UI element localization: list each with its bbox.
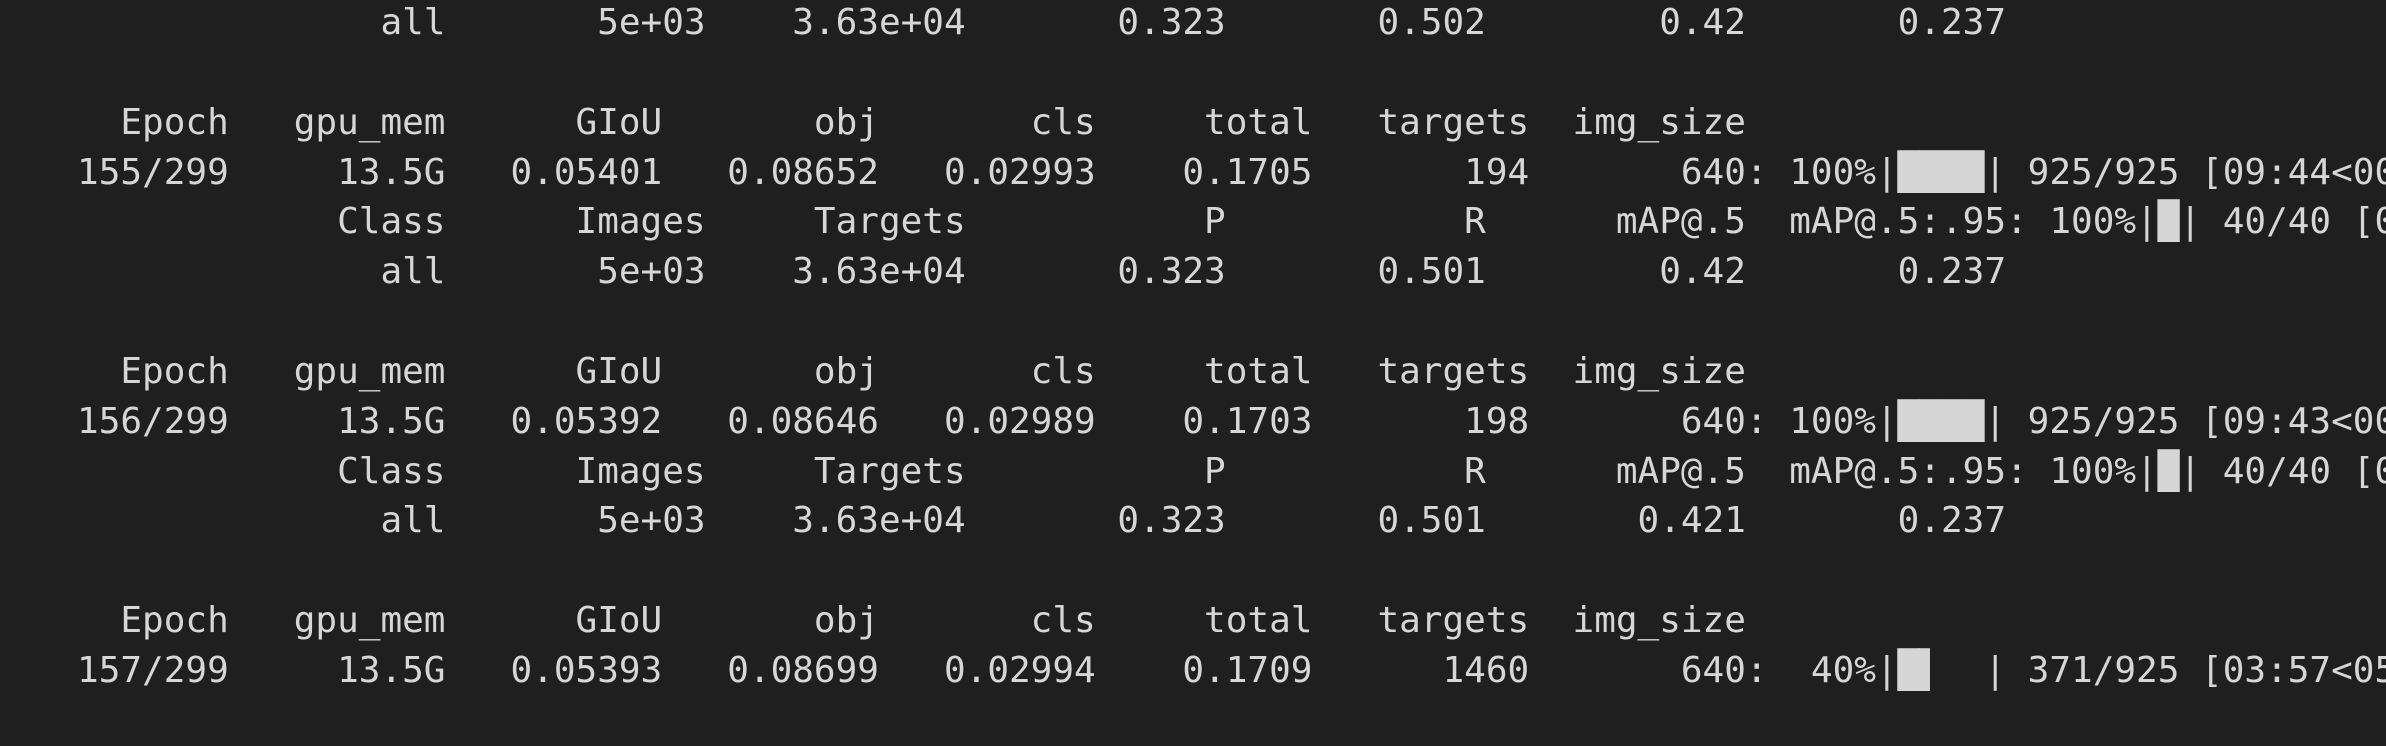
output-line: all 5e+03 3.63e+04 0.323 0.501 0.42 0.23… xyxy=(12,251,2006,293)
output-line: Epoch gpu_mem GIoU obj cls total targets… xyxy=(12,600,1746,642)
output-block: all 5e+03 3.63e+04 0.323 0.502 0.42 0.23… xyxy=(12,0,2386,48)
output-block: Epoch gpu_mem GIoU obj cls total targets… xyxy=(12,98,2386,297)
output-line: all 5e+03 3.63e+04 0.323 0.501 0.421 0.2… xyxy=(12,500,2006,542)
output-line: Epoch gpu_mem GIoU obj cls total targets… xyxy=(12,350,1746,392)
output-block: Epoch gpu_mem GIoU obj cls total targets… xyxy=(12,347,2386,546)
terminal-window: all 5e+03 3.63e+04 0.323 0.502 0.42 0.23… xyxy=(77,2,2386,691)
output-line: 157/299 13.5G 0.05393 0.08699 0.02994 0.… xyxy=(12,649,2386,691)
output-line: all 5e+03 3.63e+04 0.323 0.502 0.42 0.23… xyxy=(12,2,2006,43)
output-line: 155/299 13.5G 0.05401 0.08652 0.02993 0.… xyxy=(12,151,2386,193)
output-block: Epoch gpu_mem GIoU obj cls total targets… xyxy=(12,596,2386,696)
terminal-output: all 5e+03 3.63e+04 0.323 0.502 0.42 0.23… xyxy=(12,0,2386,746)
output-line: Class Images Targets P R mAP@.5 mAP@.5:.… xyxy=(12,201,2386,243)
output-line: 156/299 13.5G 0.05392 0.08646 0.02989 0.… xyxy=(12,400,2386,442)
output-line: Epoch gpu_mem GIoU obj cls total targets… xyxy=(12,101,1746,143)
output-line: Class Images Targets P R mAP@.5 mAP@.5:.… xyxy=(12,450,2386,492)
